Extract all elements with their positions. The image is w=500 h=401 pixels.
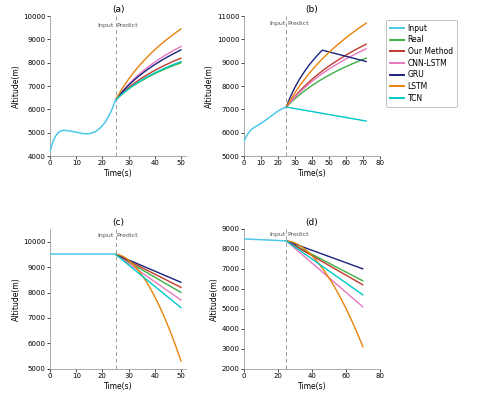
X-axis label: Time(s): Time(s) xyxy=(298,382,326,391)
Title: (d): (d) xyxy=(306,218,318,227)
Y-axis label: Altitude(m): Altitude(m) xyxy=(210,277,218,321)
Title: (a): (a) xyxy=(112,5,124,14)
Title: (b): (b) xyxy=(306,5,318,14)
X-axis label: Time(s): Time(s) xyxy=(298,169,326,178)
X-axis label: Time(s): Time(s) xyxy=(104,382,132,391)
Y-axis label: Altitude(m): Altitude(m) xyxy=(12,277,20,321)
Text: Input: Input xyxy=(269,233,285,237)
Text: Input: Input xyxy=(98,23,114,28)
Text: Predict: Predict xyxy=(287,233,308,237)
Text: Predict: Predict xyxy=(287,20,308,26)
Legend: Input, Real, Our Method, CNN-LSTM, GRU, LSTM, TCN: Input, Real, Our Method, CNN-LSTM, GRU, … xyxy=(386,20,456,107)
Text: Input: Input xyxy=(98,233,114,238)
Y-axis label: Altitude(m): Altitude(m) xyxy=(12,64,20,108)
Y-axis label: Altitude(m): Altitude(m) xyxy=(205,64,214,108)
Text: Predict: Predict xyxy=(117,23,138,28)
Title: (c): (c) xyxy=(112,218,124,227)
X-axis label: Time(s): Time(s) xyxy=(104,169,132,178)
Text: Input: Input xyxy=(269,20,285,26)
Text: Predict: Predict xyxy=(117,233,138,238)
